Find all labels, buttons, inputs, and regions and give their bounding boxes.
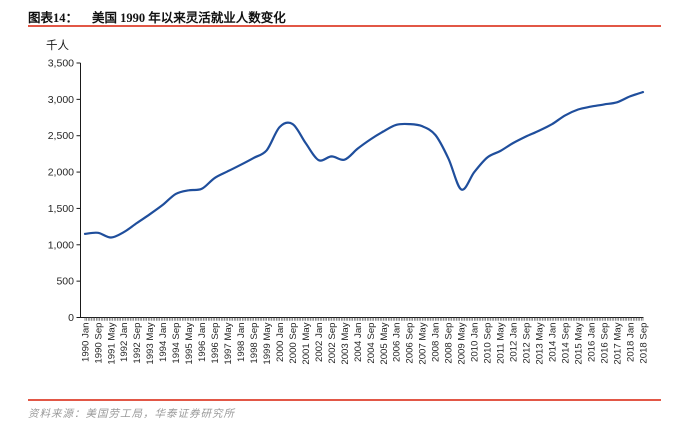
x-axis-tick-label: 2014 Jan: [547, 323, 558, 362]
y-axis-tick-label: 0: [68, 312, 74, 324]
figure-title: 美国 1990 年以来灵活就业人数变化: [92, 11, 286, 25]
x-axis-tick-label: 1994 Sep: [171, 323, 182, 364]
x-axis-tick-label: 2007 May: [418, 322, 429, 364]
y-axis-tick-label: 2,500: [48, 130, 74, 142]
y-axis-tick-label: 1,000: [48, 239, 74, 251]
x-axis-tick-label: 2000 Jan: [275, 323, 286, 362]
x-axis-tick-label: 2006 Jan: [392, 323, 403, 362]
x-axis-tick-label: 2004 Jan: [353, 323, 364, 362]
x-axis-tick-label: 2002 Sep: [327, 323, 338, 364]
x-axis-tick-label: 2015 May: [573, 322, 584, 364]
x-axis-tick-label: 1998 Jan: [236, 323, 247, 362]
x-axis-tick-label: 1992 Jan: [119, 323, 130, 362]
x-axis-tick-label: 1990 Sep: [93, 323, 104, 364]
figure-title-row: 图表14： 美国 1990 年以来灵活就业人数变化: [28, 7, 286, 26]
y-axis-tick-label: 2,000: [48, 167, 74, 179]
x-axis-minor-ticks: [84, 317, 644, 321]
x-axis-tick-label: 1997 May: [223, 322, 234, 364]
x-axis-tick-label: 2001 May: [301, 322, 312, 364]
x-axis-tick-label: 1995 May: [184, 322, 195, 364]
data-line-series: [83, 91, 645, 239]
x-axis-tick-label: 1992 Sep: [132, 323, 143, 364]
y-axis-tick-label: 3,000: [48, 94, 74, 106]
figure-number-label: 图表14：: [28, 11, 79, 25]
x-axis-tick-label: 2002 Jan: [314, 323, 325, 362]
x-axis-tick-label: 2017 May: [612, 322, 623, 364]
footer-divider: [28, 399, 661, 401]
x-axis-tick-label: 1996 Jan: [197, 323, 208, 362]
x-axis-tick-label: 2010 Sep: [483, 323, 494, 364]
x-axis-tick-label: 2016 Jan: [586, 323, 597, 362]
x-axis-tick-label: 2018 Jan: [625, 323, 636, 362]
x-axis-tick-label: 2018 Sep: [638, 323, 649, 364]
x-axis-tick-label: 1999 May: [262, 322, 273, 364]
x-axis-tick-label: 1993 May: [145, 322, 156, 364]
y-axis-unit-label: 千人: [46, 40, 69, 52]
title-underline: [28, 25, 661, 27]
y-axis-tick-label: 1,500: [48, 203, 74, 215]
y-axis-tick-label: 500: [56, 276, 74, 288]
x-axis-tick-label: 2006 Sep: [405, 323, 416, 364]
x-axis-tick-label: 2012 Sep: [522, 323, 533, 364]
x-axis-tick-label: 1996 Sep: [210, 323, 221, 364]
x-axis-tick-label: 2008 Jan: [431, 323, 442, 362]
x-axis-tick-label: 1998 Sep: [249, 323, 260, 364]
x-axis-tick-label: 2016 Sep: [599, 323, 610, 364]
x-axis-tick-label: 2004 Sep: [366, 323, 377, 364]
x-axis-tick-label: 2008 Sep: [444, 323, 455, 364]
x-axis-tick-label: 1990 Jan: [80, 323, 91, 362]
x-axis-tick-label: 2014 Sep: [560, 323, 571, 364]
x-axis-tick-label: 2009 May: [457, 322, 468, 364]
x-axis-tick-label: 2013 May: [534, 322, 545, 364]
x-axis-tick-label: 1994 Jan: [158, 323, 169, 362]
x-axis-tick-label: 2003 May: [340, 322, 351, 364]
x-axis-tick-label: 2010 Jan: [470, 323, 481, 362]
x-axis-tick-label: 2000 Sep: [288, 323, 299, 364]
x-axis-tick-label: 2012 Jan: [509, 323, 520, 362]
y-axis-tick-label: 3,500: [48, 58, 74, 70]
x-axis-tick-label: 1991 May: [106, 322, 117, 364]
x-axis-tick-label: 2011 May: [496, 322, 507, 364]
x-axis-tick-label: 2005 May: [379, 322, 390, 364]
source-note: 资料来源：美国劳工局，华泰证券研究所: [28, 409, 235, 420]
